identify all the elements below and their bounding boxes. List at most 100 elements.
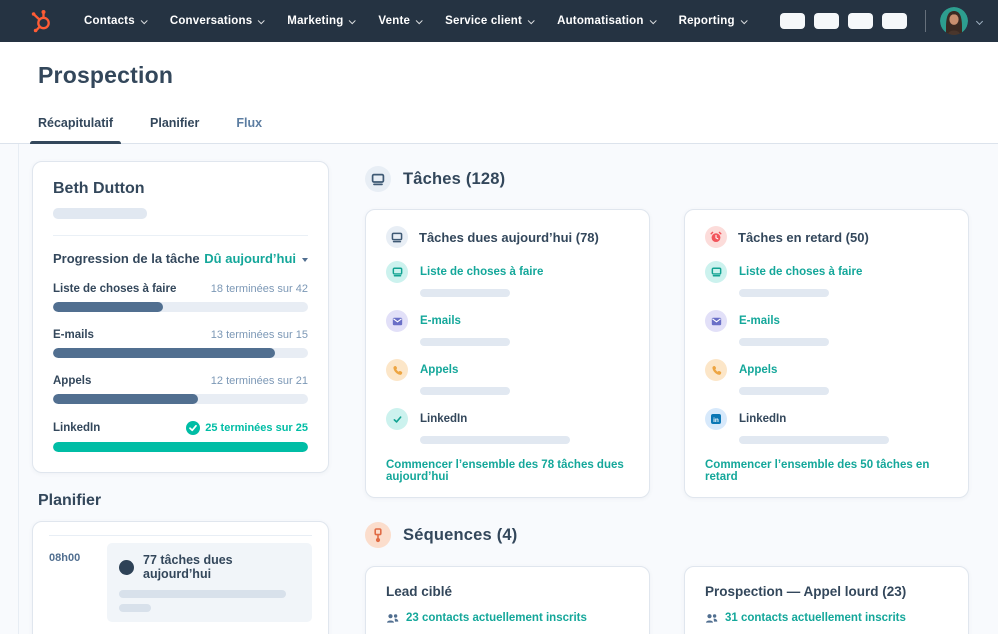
nav-item-reporting[interactable]: Reporting [667,0,758,42]
progress-status-complete: 25 terminées sur 25 [186,421,308,435]
nav-item-vente[interactable]: Vente [366,0,433,42]
slot-time: 08h00 [49,552,81,564]
progress-track [53,302,308,312]
nav-item-contacts[interactable]: Contacts [72,0,158,42]
page-header: Prospection [0,42,998,89]
nav-item-label: Conversations [169,15,253,27]
tab-bar: Récapitulatif Planifier Flux [0,116,998,146]
progress-status: 18 terminées sur 42 [210,283,308,295]
chevron-down-icon [415,16,423,24]
progress-fill [53,394,199,404]
task-type-link[interactable]: Liste de choses à faire [420,266,544,278]
nav-item-label: Automatisation [557,15,644,27]
progress-fill [53,348,275,358]
schedule-event[interactable]: 77 tâches dues aujourd’hui [107,543,312,622]
tasks-section-title: Tâches (128) [403,169,506,188]
nav-tool-button-2[interactable] [814,13,839,29]
task-type-todo: Liste de choses à faire [386,261,629,297]
main-menu: Contacts Conversations Marketing Vente S… [72,0,758,42]
progress-fill [53,442,308,452]
event-detail-placeholder [119,604,151,612]
progress-label: Liste de choses à faire [53,283,177,295]
task-type-link[interactable]: Appels [739,364,778,376]
progress-fill [53,302,163,312]
task-type-linkedin: LinkedIn [386,408,629,444]
progress-row-todo: Liste de choses à faire 18 terminées sur… [53,283,308,312]
nav-divider [925,10,926,32]
svg-text:in: in [713,417,719,424]
nav-tool-button-4[interactable] [882,13,907,29]
progress-track [53,348,308,358]
chevron-down-icon [649,16,657,24]
progress-status: 12 terminées sur 21 [210,375,308,387]
main-content: Beth Dutton Progression de la tâche Dû a… [0,144,998,634]
nav-item-service-client[interactable]: Service client [433,0,545,42]
task-icon [386,226,408,248]
start-overdue-tasks-link[interactable]: Commencer l’ensemble des 50 tâches en re… [705,459,930,483]
task-type-emails: E-mails [386,310,629,346]
email-icon [386,310,408,332]
hubspot-logo-icon[interactable] [28,8,54,34]
task-type-link[interactable]: E-mails [420,315,461,327]
tab-planifier[interactable]: Planifier [150,116,200,130]
user-avatar[interactable] [940,7,968,35]
sequence-card-appel-lourd: Prospection — Appel lourd (23) 31 contac… [684,566,969,634]
contacts-icon [706,613,718,623]
due-filter-dropdown[interactable]: Dû aujourd’hui [204,251,308,266]
progress-section-title: Progression de la tâche [53,251,200,266]
account-chevron-down-icon [975,17,984,25]
tab-flux[interactable]: Flux [236,116,263,130]
nav-item-label: Reporting [678,15,735,27]
task-count-placeholder [420,289,510,297]
start-due-tasks-link[interactable]: Commencer l’ensemble des 78 tâches dues … [386,459,624,483]
task-type-link[interactable]: Appels [420,364,459,376]
sequence-contacts-link[interactable]: 23 contacts actuellement inscrits [386,612,629,624]
nav-utilities [771,7,984,35]
check-circle-icon [186,421,201,435]
progress-label: E-mails [53,329,94,341]
phone-icon [386,359,408,381]
left-column: Beth Dutton Progression de la tâche Dû a… [32,161,329,634]
progress-row-emails: E-mails 13 terminées sur 15 [53,329,308,358]
nav-item-label: Vente [378,15,411,27]
nav-item-conversations[interactable]: Conversations [158,0,275,42]
progress-row-appels: Appels 12 terminées sur 21 [53,375,308,404]
contacts-count: 23 contacts actuellement inscrits [406,612,587,624]
progress-row-linkedin: LinkedIn 25 terminées sur 25 [53,421,308,452]
sequences-section-header: Séquences (4) [365,522,969,548]
chevron-down-icon [140,16,148,24]
task-count-placeholder [420,338,510,346]
progress-status: 13 terminées sur 15 [210,329,308,341]
progress-track [53,442,308,452]
nav-item-marketing[interactable]: Marketing [275,0,366,42]
task-type-link[interactable]: Liste de choses à faire [739,266,863,278]
task-type-linkedin: in LinkedIn [705,408,948,444]
schedule-section-title: Planifier [38,492,102,509]
progress-track [53,394,308,404]
progress-label: Appels [53,375,92,387]
nav-item-label: Service client [445,15,523,27]
page-title: Prospection [38,62,174,88]
task-type-link[interactable]: E-mails [739,315,780,327]
email-icon [705,310,727,332]
task-type-todo: Liste de choses à faire [705,261,948,297]
task-type-label: LinkedIn [739,413,787,425]
card-title: Tâches dues aujourd’hui (78) [419,229,599,245]
nav-item-label: Contacts [84,15,135,27]
task-count-placeholder [739,387,829,395]
nav-tool-button-3[interactable] [848,13,873,29]
owner-subtitle-placeholder [53,208,147,219]
sequence-contacts-link[interactable]: 31 contacts actuellement inscrits [705,612,948,624]
sequence-title: Lead ciblé [386,584,453,599]
linkedin-icon: in [705,408,727,430]
nav-item-automatisation[interactable]: Automatisation [545,0,667,42]
progress-status: 25 terminées sur 25 [205,422,308,434]
task-count-placeholder [739,436,889,444]
task-count-placeholder [739,289,829,297]
event-detail-placeholder [119,590,286,598]
nav-tool-button-1[interactable] [780,13,805,29]
chevron-down-icon [527,16,535,24]
tab-recapitulatif[interactable]: Récapitulatif [29,116,122,146]
sequences-section-title: Séquences (4) [403,525,518,544]
contacts-count: 31 contacts actuellement inscrits [725,612,906,624]
